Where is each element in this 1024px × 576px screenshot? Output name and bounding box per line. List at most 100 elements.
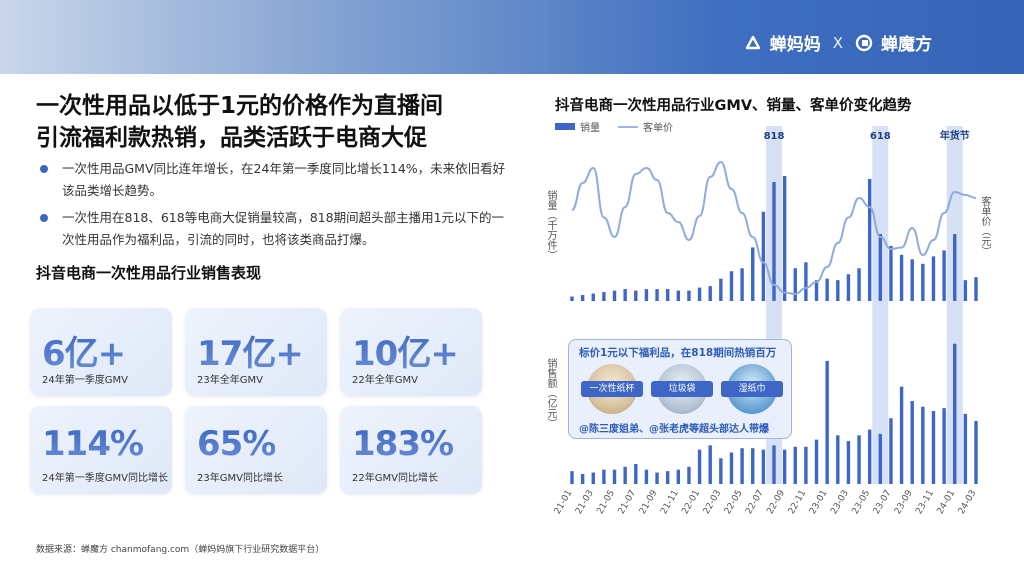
kpi-value: 17亿+ xyxy=(197,326,304,375)
chart-title: 抖音电商一次性用品行业GMV、销量、客单价变化趋势 xyxy=(555,98,912,114)
highlight-band xyxy=(946,126,963,484)
sales-bar xyxy=(634,463,638,484)
volume-bar xyxy=(963,280,968,301)
volume-bar xyxy=(867,178,872,301)
kpi-card: 6亿+ 24年第一季度GMV xyxy=(30,308,172,396)
volume-bar xyxy=(836,280,840,301)
sales-bar xyxy=(825,360,829,484)
product-wet-wipes: 湿纸巾 xyxy=(721,364,783,414)
callout-title: 标价1元以下福利品，在818期间热销百万 xyxy=(579,347,777,359)
kpi-card: 10亿+ 22年全年GMV xyxy=(340,308,482,396)
x-tick-label: 23-07 xyxy=(872,489,894,517)
sales-bar xyxy=(836,435,840,484)
data-source-note: 数据来源：蝉魔方 chanmofang.com（蝉妈妈旗下行业研究数据平台） xyxy=(36,545,325,555)
sales-bar xyxy=(867,429,872,484)
sales-bar xyxy=(889,418,893,484)
volume-bar xyxy=(804,262,808,301)
volume-bar xyxy=(942,250,946,301)
volume-bar xyxy=(793,268,797,301)
sales-bar xyxy=(814,439,819,484)
sales-bar xyxy=(804,446,808,484)
legend-item-unit-price: 客单价 xyxy=(618,119,673,134)
product-trash-bag: 垃圾袋 xyxy=(651,364,713,414)
sales-bar xyxy=(740,448,744,484)
sales-bar xyxy=(570,471,574,484)
sales-bar xyxy=(846,441,851,484)
legend-item-volume: 销量 xyxy=(555,119,600,134)
brand-name-2: 蝉魔方 xyxy=(881,35,932,55)
product-label: 垃圾袋 xyxy=(651,381,713,397)
x-tick-label: 22-03 xyxy=(702,489,724,517)
sales-bar xyxy=(761,449,766,484)
kpi-value: 10亿+ xyxy=(352,326,459,375)
volume-bar xyxy=(889,245,893,301)
volume-bar xyxy=(623,289,627,301)
sales-bar xyxy=(974,421,978,484)
unit-price-line xyxy=(571,160,977,296)
bullet-text: 一次性用品GMV同比连年增长，在24年第一季度同比增长114%，未来依旧看好该品… xyxy=(62,161,506,198)
bullet-dot-icon xyxy=(40,214,48,222)
legend-label: 客单价 xyxy=(643,123,673,134)
sales-bar xyxy=(687,466,691,484)
kpi-label: 23年全年GMV xyxy=(197,375,263,386)
volume-bar xyxy=(761,211,766,301)
sales-bar xyxy=(655,472,659,484)
volume-bar xyxy=(772,181,776,301)
sales-bar xyxy=(751,448,755,484)
sales-bar xyxy=(612,469,617,484)
volume-bar xyxy=(602,292,606,301)
brand-separator: X xyxy=(832,33,843,52)
kpi-value: 183% xyxy=(352,424,454,464)
volume-bar xyxy=(570,296,574,301)
sales-bar xyxy=(899,386,904,484)
sales-bar xyxy=(931,411,936,484)
volume-bar xyxy=(899,254,904,301)
sales-bar xyxy=(857,435,861,484)
x-tick-label: 21-01 xyxy=(553,489,575,517)
volume-bar xyxy=(740,268,744,301)
sales-bar xyxy=(697,449,702,484)
sales-bar xyxy=(644,469,649,484)
bullet-item: 一次性用在818、618等电商大促销量较高，818期间超头部主播用1元以下的一次… xyxy=(36,207,506,251)
kpi-label: 24年第一季度GMV xyxy=(42,375,128,386)
section-title: 抖音电商一次性用品行业销售表现 xyxy=(36,264,262,282)
volume-bar xyxy=(953,234,957,301)
kpi-label: 22年全年GMV xyxy=(352,375,418,386)
bullet-text: 一次性用在818、618等电商大促销量较高，818期间超头部主播用1元以下的一次… xyxy=(62,210,505,247)
volume-bar xyxy=(846,274,851,301)
highlight-band xyxy=(872,126,889,484)
x-tick-label: 21-03 xyxy=(574,489,596,517)
page-title-line-1: 一次性用品以低于1元的价格作为直播间 xyxy=(36,93,444,119)
sales-bar xyxy=(580,473,585,484)
legend-line-swatch-icon xyxy=(618,125,638,128)
brand-name-1: 蝉妈妈 xyxy=(769,35,821,55)
volume-bar xyxy=(697,287,702,301)
callout-footer: @陈三废姐弟、@张老虎等超头部达人带爆 xyxy=(579,424,769,435)
x-tick-label: 22-09 xyxy=(765,488,787,516)
sales-bar xyxy=(878,433,883,484)
x-tick-label: 21-05 xyxy=(595,489,617,517)
kpi-value: 6亿+ xyxy=(42,326,126,375)
sales-bar xyxy=(591,472,595,484)
kpi-card: 183% 22年GMV同比增长 xyxy=(340,406,482,494)
y-axis-label-sales: 销售额（亿元） xyxy=(545,358,556,428)
volume-bar xyxy=(655,289,659,301)
volume-bar xyxy=(910,259,914,301)
volume-bar xyxy=(580,295,585,301)
volume-bar xyxy=(591,293,595,301)
volume-bar xyxy=(719,278,723,301)
bullet-list: 一次性用品GMV同比连年增长，在24年第一季度同比增长114%，未来依旧看好该品… xyxy=(36,158,506,256)
volume-bar xyxy=(687,290,691,301)
sales-bar xyxy=(963,413,968,484)
x-tick-label: 23-01 xyxy=(808,489,830,517)
product-label: 一次性纸杯 xyxy=(581,381,643,397)
volume-bar xyxy=(878,234,883,301)
kpi-label: 23年GMV同比增长 xyxy=(197,473,283,484)
sales-bar xyxy=(676,469,681,484)
sales-bar xyxy=(910,400,914,484)
volume-bar xyxy=(825,278,829,301)
x-tick-label: 22-07 xyxy=(744,489,766,517)
sales-bar xyxy=(623,466,627,484)
highlight-label: 年货节 xyxy=(940,129,970,142)
sales-bar xyxy=(665,471,670,484)
